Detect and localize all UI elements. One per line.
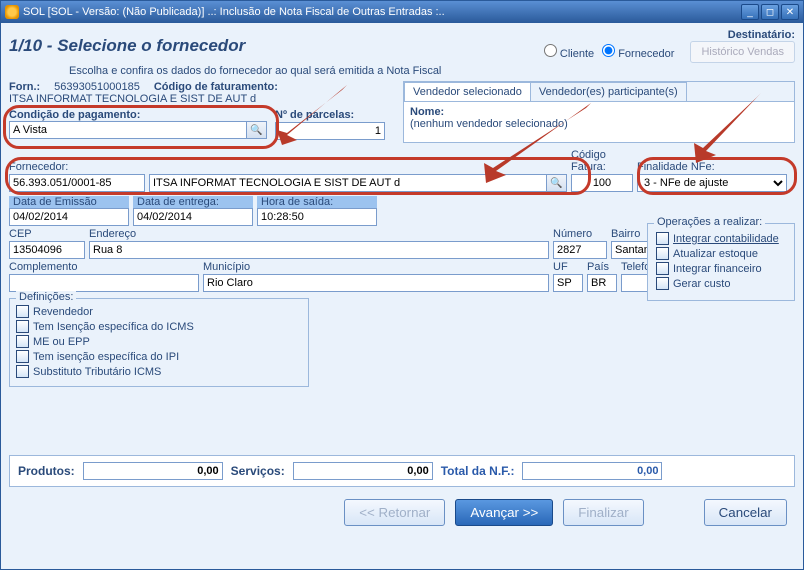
- fornecedor-lookup-button[interactable]: 🔍: [547, 174, 567, 192]
- produtos-total: [83, 462, 223, 480]
- chk-revendedor[interactable]: Revendedor: [16, 305, 302, 318]
- operacoes-box: Operações a realizar: Integrar contabili…: [647, 223, 795, 301]
- chk-integrar-financeiro[interactable]: Integrar financeiro: [656, 262, 786, 275]
- tab-vendedores-participantes[interactable]: Vendedor(es) participante(s): [530, 82, 687, 101]
- parcelas-input[interactable]: [275, 122, 385, 140]
- finalidade-select[interactable]: 3 - NFe de ajuste: [637, 174, 787, 192]
- emissao-input[interactable]: [9, 208, 129, 226]
- condicao-lookup-button[interactable]: 🔍: [247, 121, 267, 139]
- municipio-input[interactable]: [203, 274, 549, 292]
- fornecedor-label: Fornecedor:: [9, 161, 145, 173]
- produtos-label: Produtos:: [18, 464, 75, 478]
- pais-input[interactable]: [587, 274, 617, 292]
- pais-label: País: [587, 261, 617, 273]
- subtitle: Escolha e confira os dados do fornecedor…: [69, 65, 795, 77]
- uf-label: UF: [553, 261, 583, 273]
- retornar-button[interactable]: << Retornar: [344, 499, 445, 526]
- operacoes-legend: Operações a realizar:: [654, 216, 765, 228]
- chk-subst-tributario[interactable]: Substituto Tributário ICMS: [16, 365, 302, 378]
- municipio-label: Município: [203, 261, 549, 273]
- cancelar-button[interactable]: Cancelar: [704, 499, 787, 526]
- complemento-input[interactable]: [9, 274, 199, 292]
- titlebar: SOL [SOL - Versão: (Não Publicada)] ..: …: [1, 1, 803, 23]
- numero-label: Número: [553, 228, 607, 240]
- window-title: SOL [SOL - Versão: (Não Publicada)] ..: …: [23, 6, 741, 18]
- hora-input[interactable]: [257, 208, 377, 226]
- forn-label: Forn.:: [9, 81, 40, 93]
- parcelas-label: Nº de parcelas:: [275, 109, 385, 121]
- servicos-label: Serviços:: [231, 464, 285, 478]
- uf-input[interactable]: [553, 274, 583, 292]
- emissao-label: Data de Emissão: [9, 196, 129, 208]
- entrega-input[interactable]: [133, 208, 253, 226]
- forn-name: ITSA INFORMAT TECNOLOGIA E SIST DE AUT d: [9, 93, 399, 105]
- condicao-label: Condição de pagamento:: [9, 109, 267, 121]
- vendedor-panel: Vendedor selecionado Vendedor(es) partic…: [403, 81, 795, 143]
- definicoes-box: Definições: Revendedor Tem Isenção espec…: [9, 298, 309, 387]
- cod-fatura-label: Código Fatura:: [571, 149, 633, 173]
- endereco-input[interactable]: [89, 241, 549, 259]
- page-title: 1/10 - Selecione o fornecedor: [9, 36, 245, 56]
- vend-nome-value: (nenhum vendedor selecionado): [410, 118, 568, 130]
- chk-isencao-icms[interactable]: Tem Isenção específica do ICMS: [16, 320, 302, 333]
- chk-integrar-contabilidade[interactable]: Integrar contabilidade: [656, 232, 786, 245]
- finalidade-label: Finalidade NFe:: [637, 161, 787, 173]
- avancar-button[interactable]: Avançar >>: [455, 499, 553, 526]
- chk-me-epp[interactable]: ME ou EPP: [16, 335, 302, 348]
- fornecedor-name-input[interactable]: [149, 174, 547, 192]
- entrega-label: Data de entrega:: [133, 196, 253, 208]
- hora-label: Hora de saída:: [257, 196, 377, 208]
- total-nf: [522, 462, 662, 480]
- cep-input[interactable]: [9, 241, 85, 259]
- definicoes-legend: Definições:: [16, 291, 76, 303]
- cod-faturamento-label: Código de faturamento:: [154, 81, 278, 93]
- numero-input[interactable]: [553, 241, 607, 259]
- condicao-input[interactable]: [9, 121, 247, 139]
- servicos-total: [293, 462, 433, 480]
- maximize-button[interactable]: ◻: [761, 4, 779, 20]
- historico-vendas-button[interactable]: Histórico Vendas: [690, 41, 795, 63]
- endereco-label: Endereço: [89, 228, 549, 240]
- fornecedor-cnpj-input[interactable]: [9, 174, 145, 192]
- cod-fatura-input[interactable]: [571, 174, 633, 192]
- cep-label: CEP: [9, 228, 85, 240]
- radio-cliente[interactable]: Cliente: [544, 44, 594, 60]
- complemento-label: Complemento: [9, 261, 199, 273]
- destinatario-label: Destinatário:: [728, 29, 795, 41]
- chk-atualizar-estoque[interactable]: Atualizar estoque: [656, 247, 786, 260]
- close-button[interactable]: ✕: [781, 4, 799, 20]
- minimize-button[interactable]: _: [741, 4, 759, 20]
- app-window: SOL [SOL - Versão: (Não Publicada)] ..: …: [0, 0, 804, 570]
- vend-nome-label: Nome:: [410, 106, 444, 118]
- tab-vendedor-selecionado[interactable]: Vendedor selecionado: [404, 82, 531, 101]
- totals-bar: Produtos: Serviços: Total da N.F.:: [9, 455, 795, 487]
- chk-isencao-ipi[interactable]: Tem isenção específica do IPI: [16, 350, 302, 363]
- radio-fornecedor[interactable]: Fornecedor: [602, 44, 674, 60]
- app-icon: [5, 5, 19, 19]
- finalizar-button[interactable]: Finalizar: [563, 499, 643, 526]
- total-nf-label: Total da N.F.:: [441, 464, 515, 478]
- chk-gerar-custo[interactable]: Gerar custo: [656, 277, 786, 290]
- forn-code: 56393051000185: [54, 81, 140, 93]
